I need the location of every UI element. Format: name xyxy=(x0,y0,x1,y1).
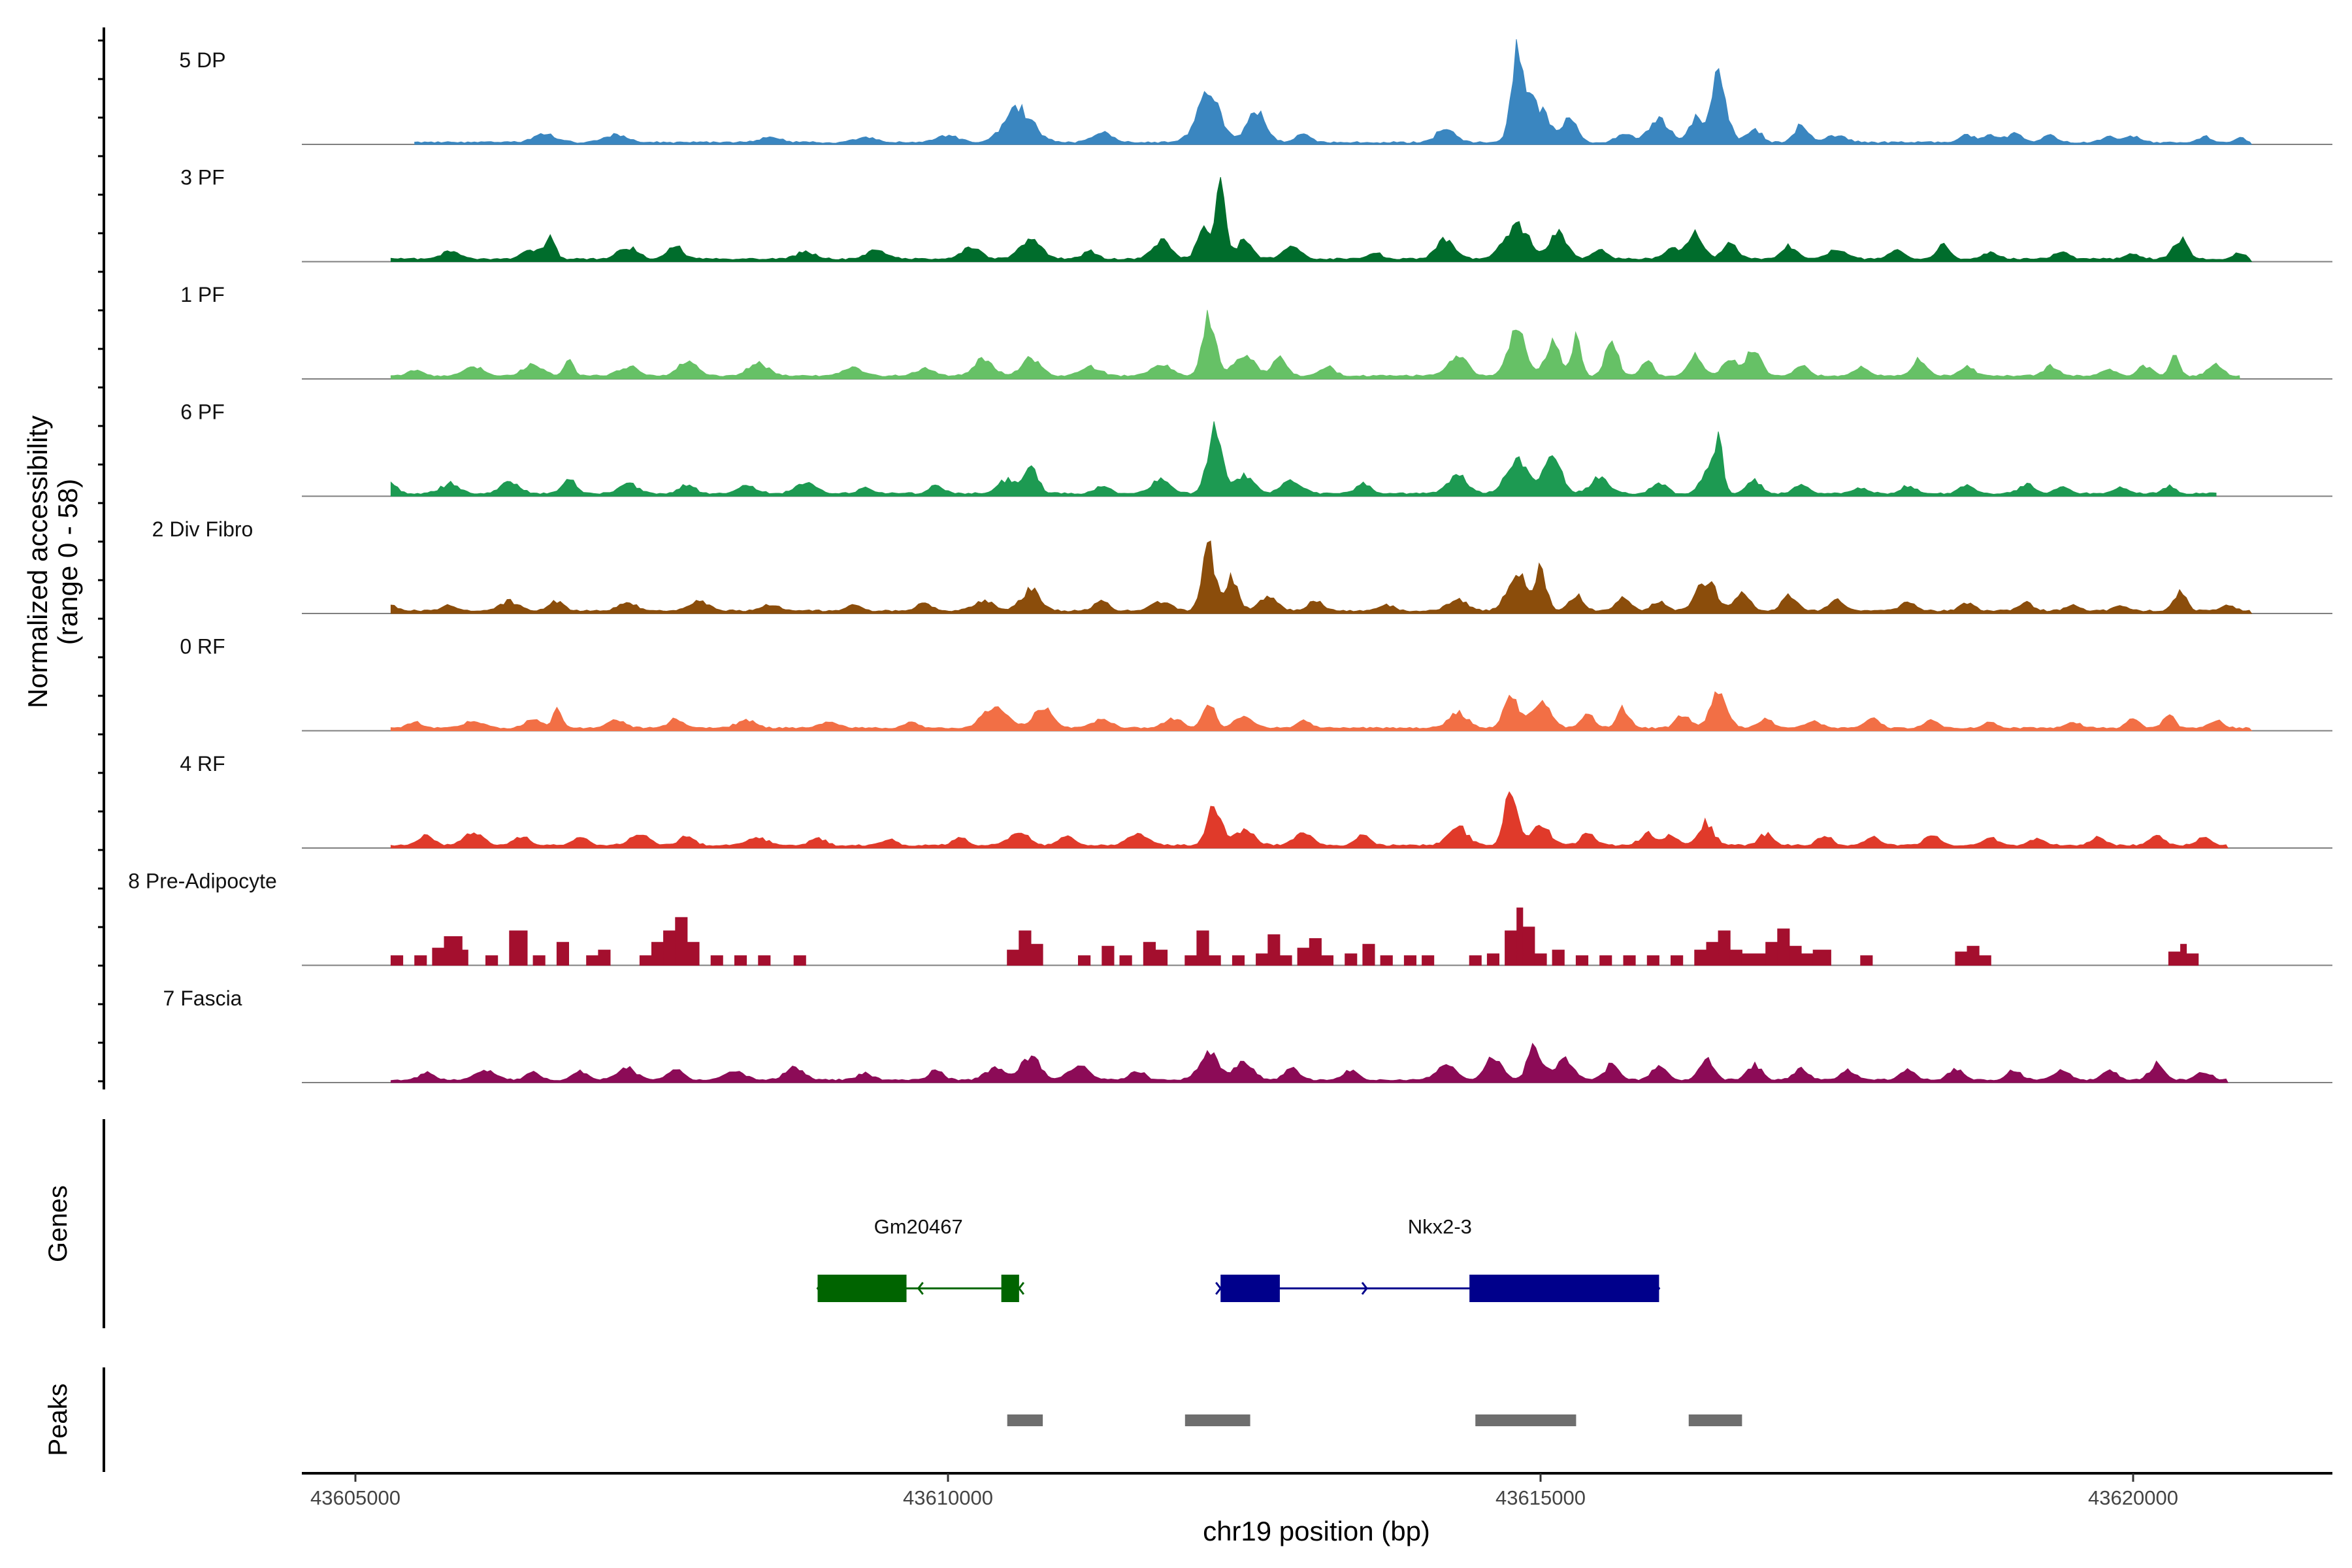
track-8-pre-adipocyte: 8 Pre-Adipocyte xyxy=(128,870,2332,966)
y-axis-title-line1: Normalized accessibility xyxy=(22,416,53,708)
y-axis-title-line2: (range 0 - 58) xyxy=(52,479,83,645)
x-axis-title: chr19 position (bp) xyxy=(1203,1516,1430,1546)
gene-label: Nkx2-3 xyxy=(1408,1215,1472,1238)
gene-gm20467: Gm20467 xyxy=(816,1215,1025,1302)
coverage-area xyxy=(390,907,2199,966)
peak-region xyxy=(1475,1414,1576,1426)
coverage-area xyxy=(390,421,2217,497)
track-0-rf: 0 RF xyxy=(180,635,2332,732)
x-axis: 43605000 43610000 43615000 43620000 xyxy=(302,1472,2332,1509)
coverage-area xyxy=(390,176,2253,262)
peak-region xyxy=(1184,1414,1250,1426)
peak-region xyxy=(1007,1414,1043,1426)
gene-exon xyxy=(817,1275,907,1302)
coverage-area xyxy=(390,691,2253,731)
track-6-pf: 6 PF xyxy=(180,400,2332,497)
strand-arrow xyxy=(1017,1282,1025,1295)
peaks-panel: Peaks xyxy=(44,1367,1742,1472)
track-label: 7 Fascia xyxy=(163,987,242,1010)
gene-label: Gm20467 xyxy=(874,1215,963,1238)
coverage-area xyxy=(390,540,2253,614)
coverage-area xyxy=(390,791,2229,849)
track-label: 3 PF xyxy=(180,166,225,189)
track-label: 5 DP xyxy=(179,48,225,72)
strand-arrow xyxy=(917,1282,924,1295)
peak-region xyxy=(1688,1414,1742,1426)
track-label: 6 PF xyxy=(180,400,225,424)
gene-nkx2-3: Nkx2-3 xyxy=(1215,1215,1661,1302)
strand-arrow xyxy=(1361,1282,1368,1295)
gene-exon xyxy=(1001,1275,1019,1302)
peaks-panel-label: Peaks xyxy=(44,1383,73,1456)
x-tick-label: 43605000 xyxy=(310,1486,400,1509)
coverage-area xyxy=(390,310,2240,380)
track-4-rf: 4 RF xyxy=(180,752,2332,849)
genes-panel: Genes Gm20467 Nkx2-3 xyxy=(44,1119,1661,1328)
track-5-dp: 5 DP xyxy=(179,39,2332,145)
track-2-div-fibro: 2 Div Fibro xyxy=(152,517,2332,614)
track-label: 1 PF xyxy=(180,283,225,306)
strand-arrow xyxy=(1215,1282,1222,1295)
x-tick-label: 43615000 xyxy=(1495,1486,1586,1509)
track-label: 2 Div Fibro xyxy=(152,517,253,541)
track-label: 4 RF xyxy=(180,752,225,776)
genes-panel-label: Genes xyxy=(44,1185,73,1262)
track-1-pf: 1 PF xyxy=(180,283,2332,380)
gene-exon xyxy=(1220,1275,1280,1302)
coverage-area xyxy=(390,1043,2229,1083)
track-3-pf: 3 PF xyxy=(180,166,2332,263)
gene-exon xyxy=(1469,1275,1659,1302)
track-label: 0 RF xyxy=(180,635,225,659)
coverage-tracks: 5 DP 3 PF 1 PF 6 PF 2 Div Fibro 0 RF 4 RF 8 Pre… xyxy=(98,27,2332,1090)
x-tick-label: 43620000 xyxy=(2088,1486,2178,1509)
coverage-area xyxy=(414,39,2253,145)
track-label: 8 Pre-Adipocyte xyxy=(128,870,277,893)
track-7-fascia: 7 Fascia xyxy=(163,987,2332,1083)
x-tick-label: 43610000 xyxy=(903,1486,993,1509)
